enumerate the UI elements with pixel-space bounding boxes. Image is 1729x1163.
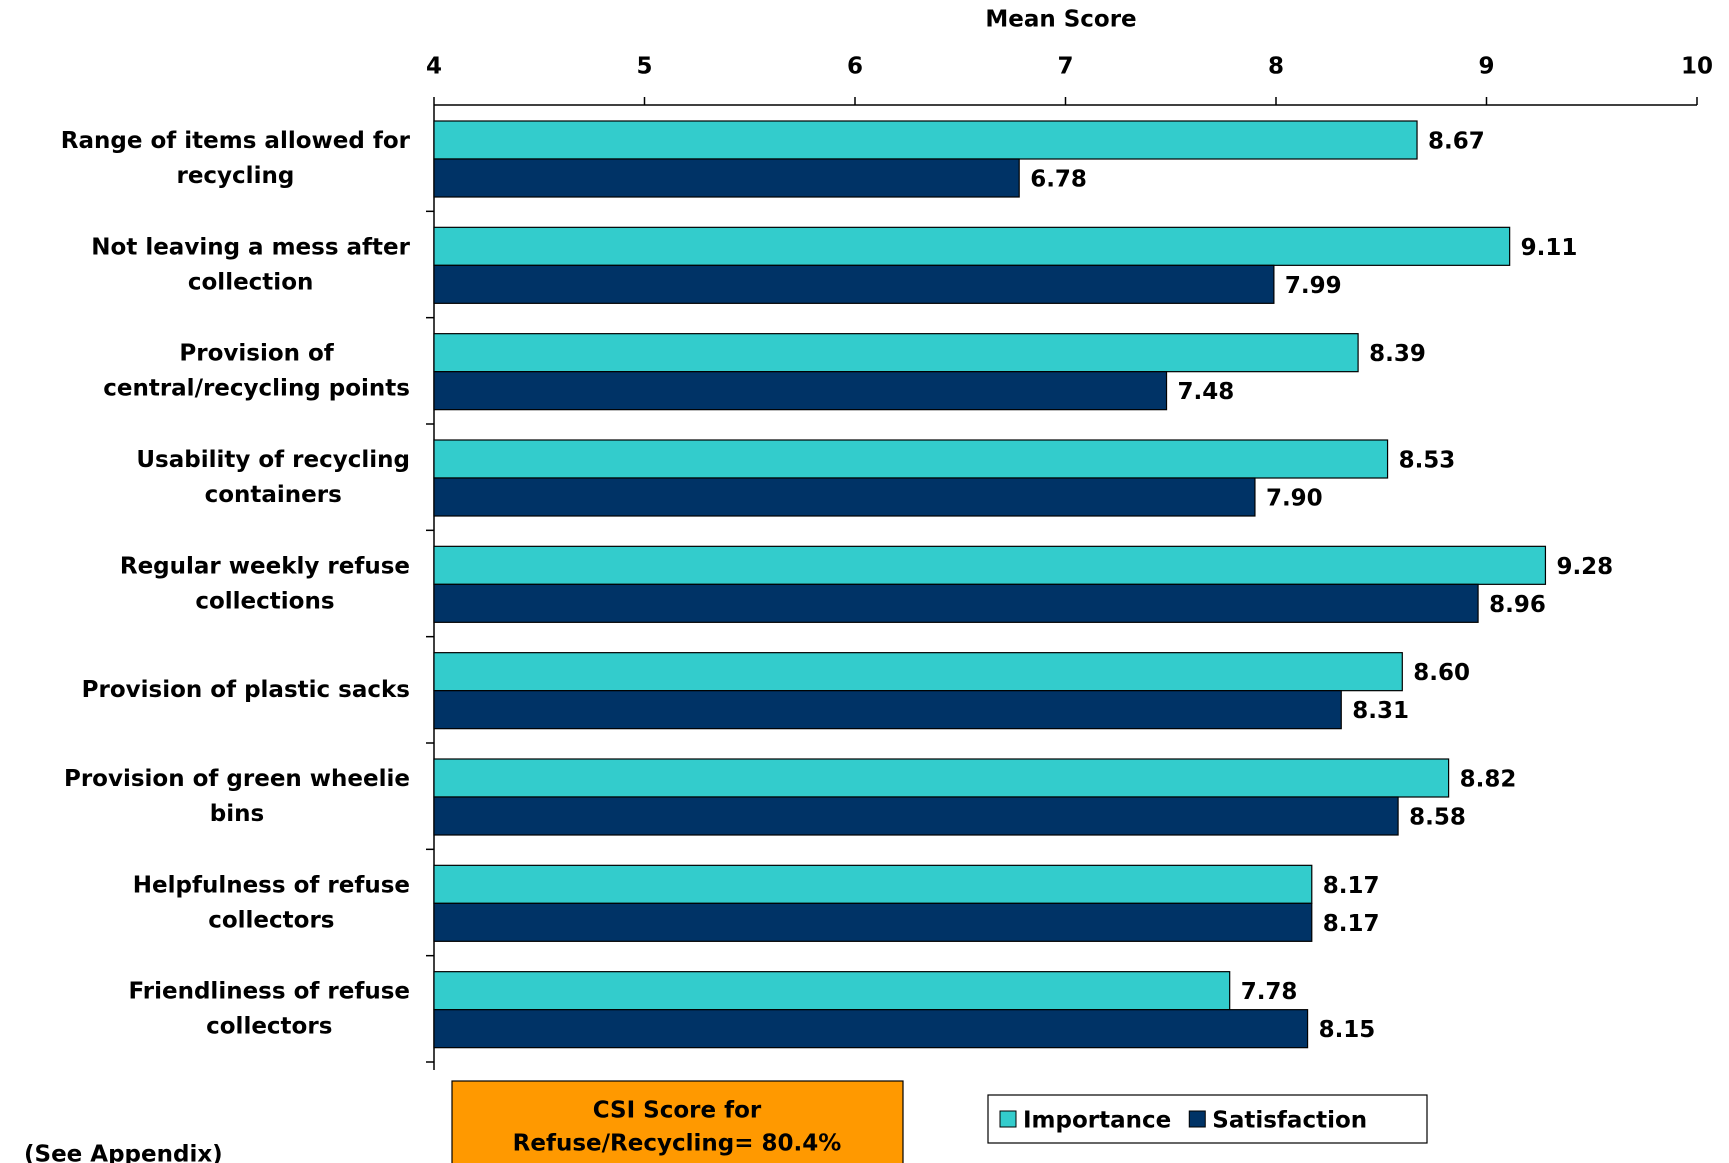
bar — [433, 226, 1511, 266]
bar — [433, 902, 1313, 942]
y-tick-label: containers — [205, 482, 342, 508]
bar — [433, 439, 1389, 479]
y-tick-label: central/recycling points — [103, 376, 410, 402]
value-label: 9.28 — [1556, 554, 1613, 580]
value-label: 8.53 — [1399, 448, 1456, 474]
y-tick-label: Provision of — [179, 341, 334, 367]
x-tick-label: 5 — [636, 54, 652, 80]
footnote: (See Appendix) — [24, 1142, 223, 1163]
value-label: 8.58 — [1409, 805, 1466, 831]
value-label: 8.60 — [1413, 660, 1470, 686]
value-label: 8.31 — [1352, 698, 1409, 724]
bar — [433, 1009, 1309, 1049]
y-tick-label: collectors — [206, 1014, 332, 1040]
value-label: 8.82 — [1460, 767, 1517, 793]
value-label: 8.15 — [1319, 1017, 1376, 1043]
x-tick-label: 7 — [1057, 54, 1073, 80]
y-tick-label: Provision of green wheelie — [64, 766, 410, 792]
bar — [433, 120, 1418, 160]
value-label: 8.17 — [1323, 873, 1380, 899]
value-label: 8.67 — [1428, 129, 1485, 155]
legend-box — [987, 1094, 1428, 1144]
value-label: 7.90 — [1266, 486, 1323, 512]
value-label: 7.99 — [1285, 273, 1342, 299]
y-tick-label: collection — [188, 269, 314, 295]
bar — [433, 864, 1313, 904]
legend-label: Importance — [1023, 1108, 1171, 1134]
x-tick-label: 6 — [847, 54, 863, 80]
y-tick-label: Range of items allowed for — [61, 128, 411, 154]
x-tick-label: 9 — [1478, 54, 1494, 80]
bar — [433, 264, 1275, 304]
value-label: 7.48 — [1178, 379, 1235, 405]
value-label: 8.17 — [1323, 911, 1380, 937]
bar — [433, 796, 1399, 836]
y-tick-label: Usability of recycling — [136, 447, 410, 473]
value-label: 8.96 — [1489, 592, 1546, 618]
bar — [433, 758, 1450, 798]
x-tick-label: 10 — [1681, 54, 1713, 80]
value-label: 7.78 — [1241, 979, 1298, 1005]
y-tick-label: Provision of plastic sacks — [82, 677, 410, 703]
bar — [433, 545, 1547, 585]
y-tick-label: Friendliness of refuse — [129, 979, 410, 1005]
x-tick-label: 4 — [426, 54, 442, 80]
y-tick-label: Helpfulness of refuse — [133, 872, 410, 898]
x-tick-label: 8 — [1268, 54, 1284, 80]
legend-swatch — [1188, 1110, 1206, 1128]
value-label: 8.39 — [1369, 341, 1426, 367]
bar — [433, 158, 1020, 198]
bar — [433, 477, 1256, 517]
bar — [433, 690, 1342, 730]
y-tick-label: recycling — [176, 163, 294, 189]
y-tick-label: Regular weekly refuse — [120, 553, 410, 579]
bar — [433, 971, 1231, 1011]
value-label: 6.78 — [1030, 167, 1087, 193]
legend-swatch — [999, 1110, 1017, 1128]
annotation: Refuse/Recycling= 80.4% — [513, 1131, 842, 1157]
y-tick-label: Not leaving a mess after — [91, 234, 410, 260]
bar — [433, 333, 1359, 373]
value-label: 9.11 — [1521, 235, 1578, 261]
legend-label: Satisfaction — [1212, 1108, 1367, 1134]
y-tick-label: bins — [210, 801, 264, 827]
y-tick-label: collectors — [208, 907, 334, 933]
axis-title: Mean Score — [985, 7, 1136, 33]
annotation-box — [451, 1080, 904, 1163]
bar — [433, 583, 1479, 623]
annotation: CSI Score for — [593, 1098, 762, 1124]
bar — [433, 371, 1168, 411]
bar — [433, 652, 1403, 692]
y-tick-label: collections — [195, 588, 334, 614]
